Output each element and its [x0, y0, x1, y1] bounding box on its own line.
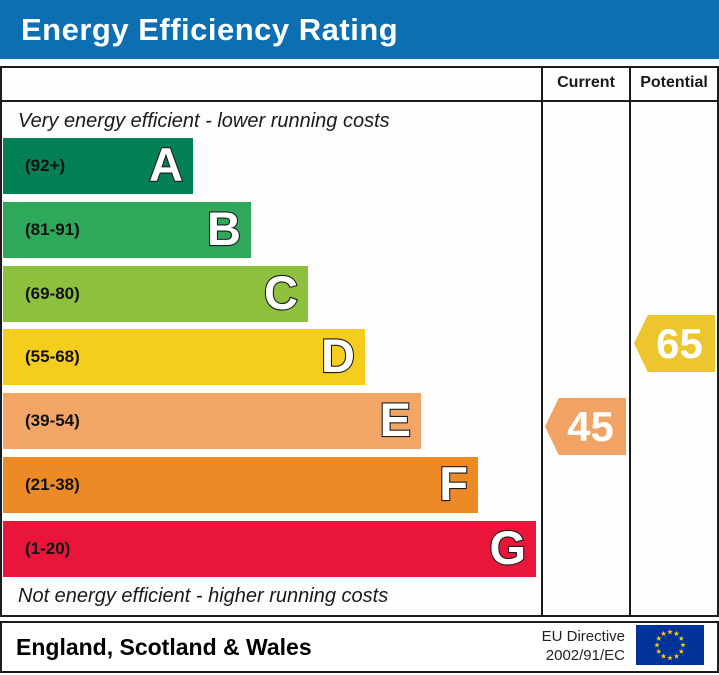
column-divider-potential — [629, 66, 631, 617]
column-header-current: Current — [557, 74, 615, 91]
header-underline — [0, 100, 719, 102]
band-letter-E: E — [379, 392, 413, 447]
band-letter-D: D — [320, 328, 356, 383]
band-range-label-G: (1-20) — [25, 539, 71, 558]
band-letter-G: G — [488, 520, 527, 575]
band-row-E: (39-54) E — [3, 392, 421, 449]
band-range-label-A: (92+) — [25, 156, 66, 175]
band-row-C: (69-80) C — [3, 265, 308, 322]
top-note: Very energy efficient - lower running co… — [18, 110, 390, 132]
eu-directive-label: EU Directive 2002/91/EC — [542, 623, 625, 671]
band-row-B: (81-91) B — [3, 201, 251, 258]
column-header-potential: Potential — [640, 74, 708, 91]
current-rating-marker: 45 — [545, 398, 626, 455]
band-range-label-C: (69-80) — [25, 284, 80, 303]
band-row-G: (1-20) G — [3, 520, 536, 577]
current-rating-value: 45 — [567, 402, 614, 450]
column-divider-current — [541, 66, 543, 617]
band-row-A: (92+) A — [3, 137, 193, 194]
band-row-F: (21-38) F — [3, 456, 478, 513]
band-range-label-F: (21-38) — [25, 475, 80, 494]
band-letter-C: C — [263, 265, 299, 320]
band-range-label-B: (81-91) — [25, 220, 80, 239]
title-bar: Energy Efficiency Rating — [0, 0, 719, 59]
region-label: England, Scotland & Wales — [16, 634, 312, 660]
band-row-D: (55-68) D — [3, 328, 365, 385]
band-range-label-D: (55-68) — [25, 347, 80, 366]
band-letter-F: F — [438, 456, 469, 511]
bottom-note: Not energy efficient - higher running co… — [18, 585, 389, 607]
eu-flag-icon — [636, 625, 704, 665]
band-range-label-E: (39-54) — [25, 411, 80, 430]
band-letter-A: A — [148, 137, 184, 192]
band-letter-B: B — [206, 201, 242, 256]
eu-directive-line2: 2002/91/EC — [545, 647, 625, 664]
potential-rating-value: 65 — [656, 319, 703, 367]
page-title: Energy Efficiency Rating — [21, 11, 399, 47]
eu-directive-line1: EU Directive — [541, 628, 625, 646]
footer-bar: England, Scotland & Wales EU Directive 2… — [0, 621, 719, 673]
potential-rating-marker: 65 — [634, 315, 715, 372]
